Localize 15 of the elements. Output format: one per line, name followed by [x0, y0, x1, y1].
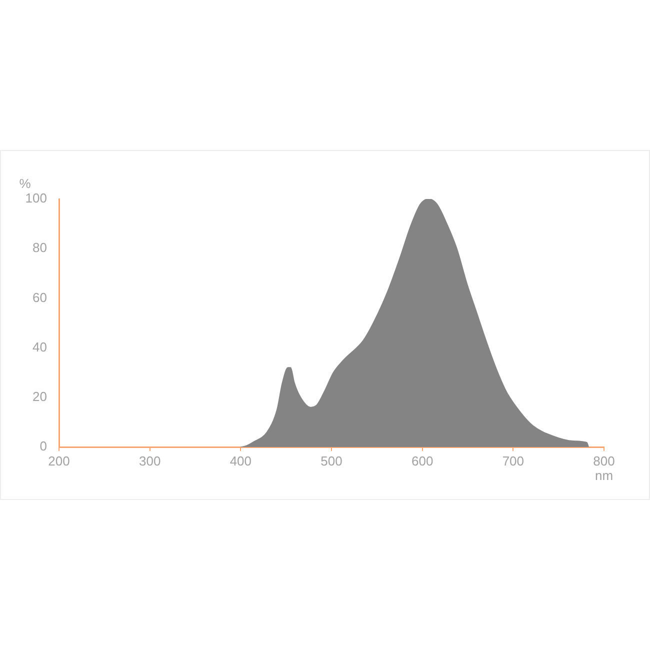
x-tick-label: 700 — [502, 453, 524, 468]
y-tick-label: 20 — [32, 388, 47, 404]
x-tick-label: 300 — [138, 453, 161, 468]
x-tick-label: 400 — [230, 453, 252, 468]
y-tick-label: 100 — [25, 190, 47, 206]
y-tick-label: 0 — [40, 438, 47, 454]
y-tick-label: 40 — [32, 339, 47, 354]
y-tick-label: 60 — [32, 290, 47, 305]
x-axis-title: nm — [594, 468, 614, 483]
x-tick-label: 600 — [411, 453, 434, 468]
x-tick-label: 200 — [48, 453, 70, 468]
x-tick-label: 500 — [320, 453, 342, 468]
x-tick-label: 800 — [593, 453, 615, 468]
y-tick-label: 80 — [32, 240, 47, 256]
y-axis-title: % — [19, 176, 32, 191]
